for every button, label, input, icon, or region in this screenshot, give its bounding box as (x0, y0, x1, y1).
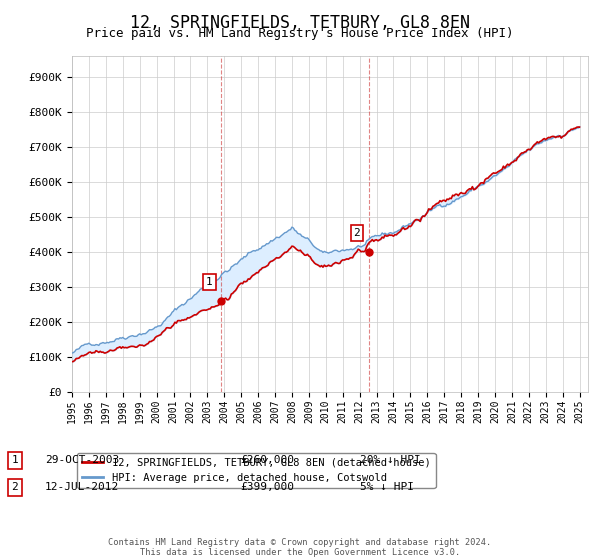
Text: 5% ↓ HPI: 5% ↓ HPI (360, 482, 414, 492)
Text: £260,000: £260,000 (240, 455, 294, 465)
Text: 12-JUL-2012: 12-JUL-2012 (45, 482, 119, 492)
Text: Price paid vs. HM Land Registry's House Price Index (HPI): Price paid vs. HM Land Registry's House … (86, 27, 514, 40)
Text: 12, SPRINGFIELDS, TETBURY, GL8 8EN: 12, SPRINGFIELDS, TETBURY, GL8 8EN (130, 14, 470, 32)
Text: 1: 1 (11, 455, 19, 465)
Text: 20% ↓ HPI: 20% ↓ HPI (360, 455, 421, 465)
Text: 2: 2 (353, 228, 360, 238)
Text: 29-OCT-2003: 29-OCT-2003 (45, 455, 119, 465)
Text: 2: 2 (11, 482, 19, 492)
Text: Contains HM Land Registry data © Crown copyright and database right 2024.
This d: Contains HM Land Registry data © Crown c… (109, 538, 491, 557)
Text: £399,000: £399,000 (240, 482, 294, 492)
Legend: 12, SPRINGFIELDS, TETBURY, GL8 8EN (detached house), HPI: Average price, detache: 12, SPRINGFIELDS, TETBURY, GL8 8EN (deta… (77, 452, 436, 488)
Text: 1: 1 (206, 277, 213, 287)
